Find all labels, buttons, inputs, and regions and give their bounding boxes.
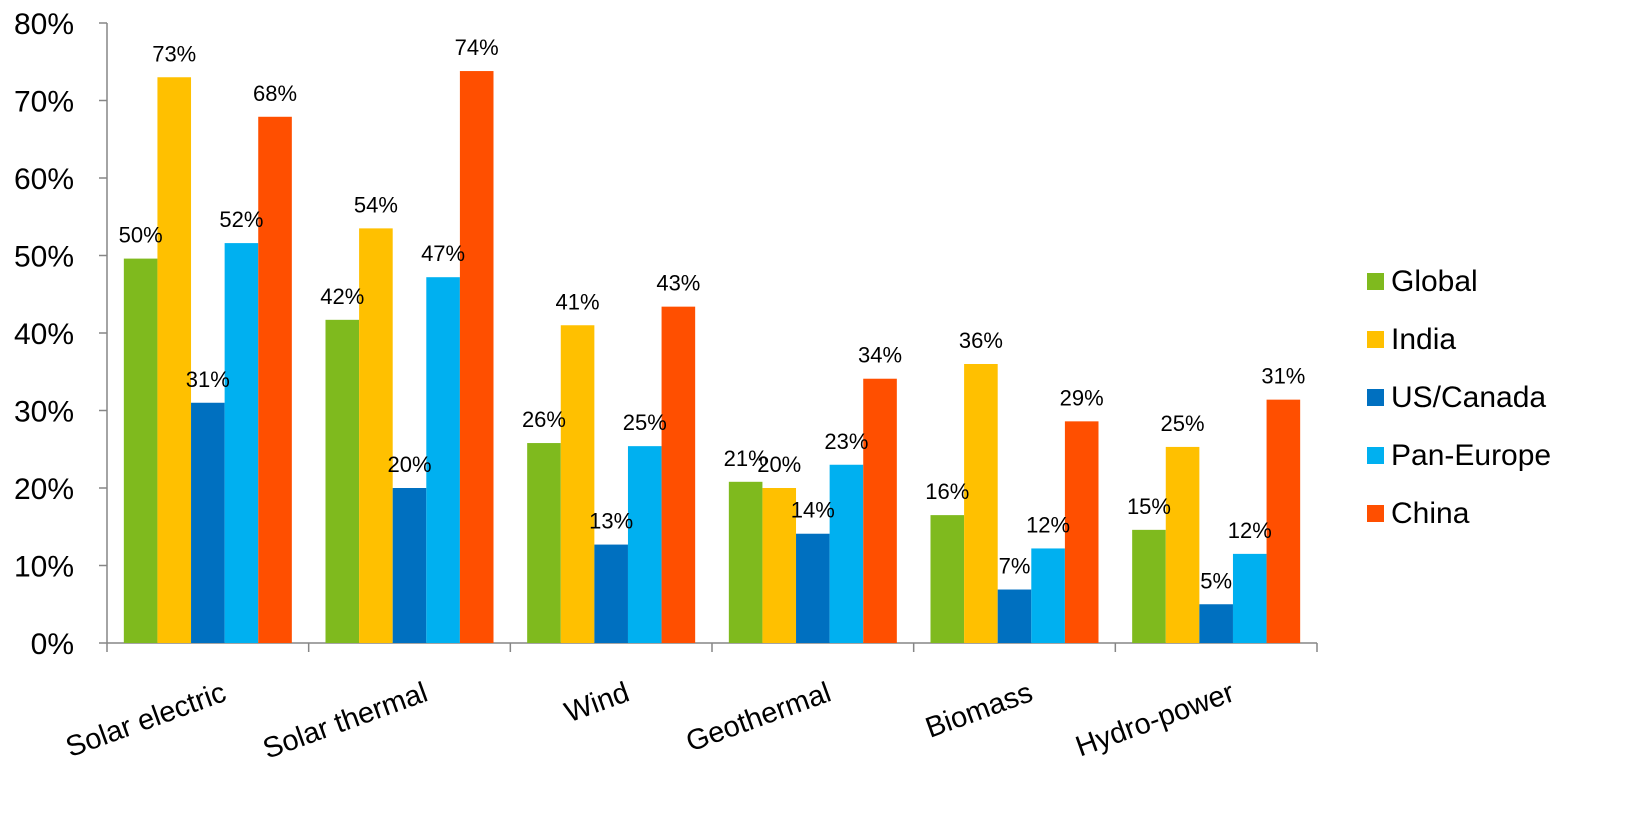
x-category-label: Biomass xyxy=(921,677,1036,745)
y-tick-label: 20% xyxy=(14,473,74,506)
legend-label: India xyxy=(1391,323,1456,356)
data-label: 20% xyxy=(387,452,431,477)
data-label: 50% xyxy=(119,223,163,248)
data-label: 26% xyxy=(522,407,566,432)
bar-us-canada xyxy=(997,589,1032,643)
x-category-label: Wind xyxy=(561,677,634,730)
y-tick-label: 50% xyxy=(14,241,74,274)
y-tick-label: 0% xyxy=(31,628,74,661)
data-label: 52% xyxy=(219,207,263,232)
x-axis: Solar electric Solar thermal Wind Geotherma… xyxy=(62,642,1318,766)
data-label: 12% xyxy=(1228,518,1272,543)
y-tick-label: 10% xyxy=(14,551,74,584)
data-label: 15% xyxy=(1127,494,1171,519)
data-labels: 50% 42% 26% 21% 16% 15% 73% 54% 41% 20% 36% 25% 31% 2… xyxy=(119,35,1306,593)
data-label: 74% xyxy=(455,35,499,60)
bar-india xyxy=(560,325,595,643)
data-label: 25% xyxy=(623,410,667,435)
data-label: 73% xyxy=(152,41,196,66)
bar-global xyxy=(930,515,965,643)
y-tick-label: 60% xyxy=(14,163,74,196)
legend-swatch xyxy=(1367,505,1384,522)
x-category-label: Solar electric xyxy=(62,677,230,764)
data-label: 21% xyxy=(724,446,768,471)
data-label: 36% xyxy=(959,328,1003,353)
y-tick-label: 70% xyxy=(14,86,74,119)
y-tick-label: 80% xyxy=(14,8,74,41)
data-label: 43% xyxy=(656,271,700,296)
bar-global xyxy=(1132,529,1166,643)
data-label: 5% xyxy=(1200,568,1232,593)
data-label: 68% xyxy=(253,81,297,106)
data-label: 13% xyxy=(589,509,633,534)
data-label: 31% xyxy=(186,367,230,392)
bar-global xyxy=(325,319,360,643)
y-tick-label: 30% xyxy=(14,396,74,429)
data-label: 12% xyxy=(1026,512,1070,537)
bar-china xyxy=(258,116,292,643)
data-label: 7% xyxy=(999,554,1031,579)
legend-label: Pan-Europe xyxy=(1391,439,1551,472)
data-label: 54% xyxy=(354,192,398,217)
x-category-label: Hydro-power xyxy=(1072,676,1239,763)
bar-pan-europe xyxy=(1031,548,1065,643)
data-label: 34% xyxy=(858,343,902,368)
bar-india xyxy=(1165,446,1200,643)
legend-label: US/Canada xyxy=(1391,381,1546,414)
x-category-label: Solar thermal xyxy=(259,677,432,766)
bar-india xyxy=(964,364,998,643)
bar-us-canada xyxy=(392,488,427,643)
legend: Global India US/Canada Pan-Europe China xyxy=(1367,265,1551,530)
data-label: 16% xyxy=(925,479,969,504)
data-label: 42% xyxy=(320,284,364,309)
legend-label: China xyxy=(1391,497,1470,530)
bar-pan-europe xyxy=(829,464,864,643)
data-label: 31% xyxy=(1261,364,1305,389)
bar-pan-europe xyxy=(426,277,460,643)
y-tick-label: 40% xyxy=(14,318,74,351)
bar-global xyxy=(728,481,763,643)
data-label: 29% xyxy=(1060,385,1104,410)
bar-china xyxy=(459,71,494,644)
bar-india xyxy=(157,77,192,643)
bar-pan-europe xyxy=(1232,553,1267,643)
y-axis: 0% 10% 20% 30% 40% 50% 60% 70% 80% xyxy=(14,8,108,661)
data-label: 47% xyxy=(421,241,465,266)
legend-swatch xyxy=(1367,331,1384,348)
bar-india xyxy=(762,488,797,643)
bar-us-canada xyxy=(594,544,628,643)
data-label: 20% xyxy=(757,452,801,477)
data-label: 41% xyxy=(556,289,600,314)
legend-label: Global xyxy=(1391,265,1478,298)
legend-swatch xyxy=(1367,389,1384,406)
bar-pan-europe xyxy=(224,243,259,643)
bar-us-canada xyxy=(191,402,225,643)
bar-china xyxy=(661,306,696,643)
data-label: 25% xyxy=(1161,411,1205,436)
bar-china xyxy=(1064,421,1099,643)
legend-swatch xyxy=(1367,447,1384,464)
legend-swatch xyxy=(1367,273,1384,290)
bar-india xyxy=(359,228,393,643)
x-category-label: Geothermal xyxy=(682,677,835,759)
bar-global xyxy=(527,443,561,643)
bar-china xyxy=(1266,399,1301,643)
data-label: 14% xyxy=(791,498,835,523)
bar-global xyxy=(123,258,158,643)
bar-pan-europe xyxy=(627,446,662,643)
bar-china xyxy=(863,378,897,643)
bars xyxy=(123,71,1301,644)
bar-us-canada xyxy=(796,533,830,643)
data-label: 23% xyxy=(824,429,868,454)
bar-us-canada xyxy=(1199,604,1233,643)
